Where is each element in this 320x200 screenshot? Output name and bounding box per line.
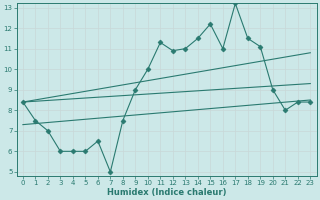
X-axis label: Humidex (Indice chaleur): Humidex (Indice chaleur) (107, 188, 226, 197)
